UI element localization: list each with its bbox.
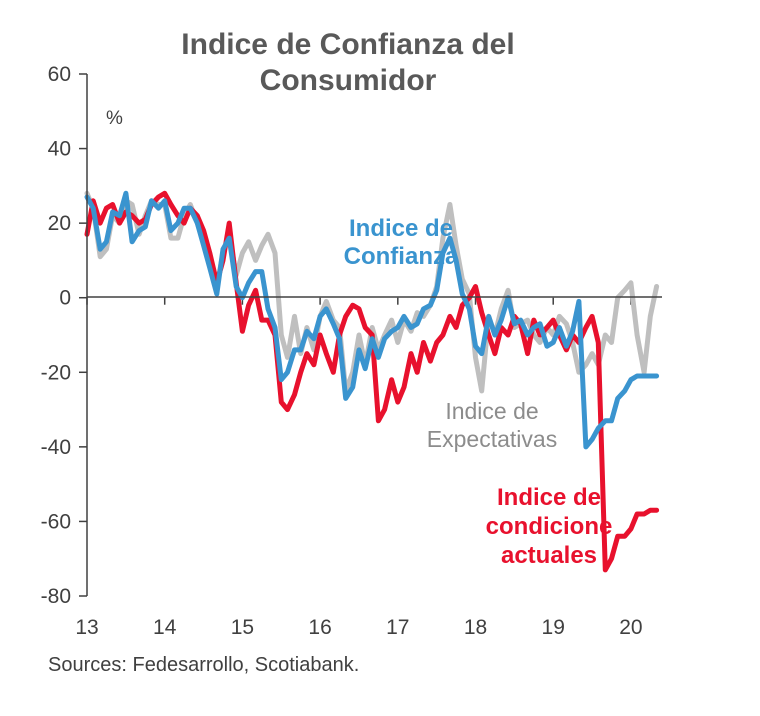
label-confianza-line-2: Confianza bbox=[344, 243, 459, 270]
label-confianza-line-1: Indice de bbox=[349, 215, 453, 242]
series-confianza-line bbox=[84, 190, 660, 450]
label-expectativas-line-2: Expectativas bbox=[427, 426, 557, 452]
y-axis-unit-label: % bbox=[106, 108, 123, 129]
y-tick-label: -60 bbox=[41, 510, 71, 533]
x-tick-label: 20 bbox=[619, 616, 642, 639]
y-tick-label: 0 bbox=[59, 287, 71, 310]
y-tick-label: 60 bbox=[48, 63, 71, 86]
x-tick-label: 19 bbox=[542, 616, 565, 639]
y-tick-label: -20 bbox=[41, 361, 71, 384]
label-actuales-line-1: Indice de bbox=[497, 484, 601, 511]
y-tick-label: 20 bbox=[48, 212, 71, 235]
chart-title-line-1: Indice de Confianza del bbox=[181, 28, 514, 61]
x-tick-label: 17 bbox=[386, 616, 409, 639]
chart-title-line-2: Consumidor bbox=[260, 64, 437, 97]
y-tick-label: -40 bbox=[41, 436, 71, 459]
label-actuales-line-2: condicione bbox=[486, 513, 613, 540]
x-tick-label: 13 bbox=[75, 616, 98, 639]
x-tick-label: 16 bbox=[308, 616, 331, 639]
x-tick-label: 14 bbox=[153, 616, 177, 639]
x-tick-label: 18 bbox=[464, 616, 487, 639]
y-tick-label: -80 bbox=[41, 585, 71, 608]
x-tick-label: 15 bbox=[231, 616, 254, 639]
source-note: Sources: Fedesarrollo, Scotiabank. bbox=[48, 654, 359, 676]
y-tick-label: 40 bbox=[48, 138, 71, 161]
label-expectativas-line-1: Indice de bbox=[445, 398, 538, 424]
label-actuales-line-3: actuales bbox=[501, 542, 597, 569]
